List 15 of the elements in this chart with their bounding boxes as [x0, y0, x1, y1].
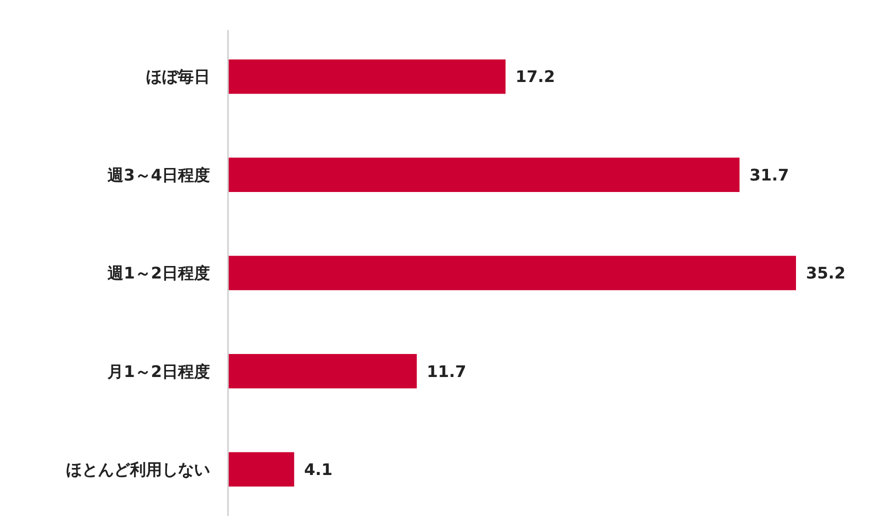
- bar: [228, 452, 294, 487]
- bar: [228, 256, 796, 290]
- y-tick-label: ほとんど利用しない: [66, 460, 210, 479]
- bar: [228, 354, 417, 388]
- bar: [228, 158, 740, 192]
- bar: [228, 59, 506, 94]
- data-label: 4.1: [304, 460, 333, 479]
- data-label: 31.7: [750, 165, 790, 184]
- y-tick-label: ほぼ毎日: [146, 67, 210, 86]
- y-tick-label: 週1～2日程度: [106, 264, 210, 283]
- data-label: 17.2: [516, 67, 556, 86]
- data-label: 11.7: [426, 362, 466, 381]
- y-tick-label: 月1～2日程度: [106, 362, 210, 381]
- y-tick-label: 週3～4日程度: [106, 165, 210, 184]
- data-label: 35.2: [806, 264, 846, 283]
